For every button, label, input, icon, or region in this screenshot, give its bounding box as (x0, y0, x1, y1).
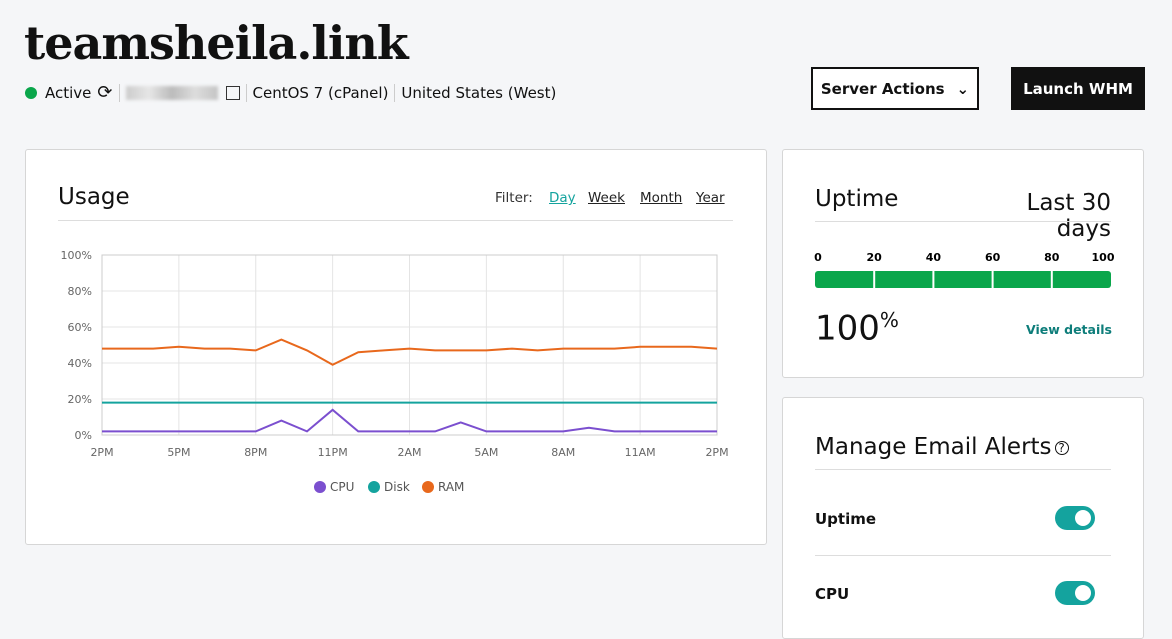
scale-label: 100 (1092, 251, 1115, 264)
y-tick-label: 60% (68, 321, 92, 334)
legend-swatch (314, 481, 326, 493)
alert-label: Uptime (815, 510, 877, 528)
ip-blurred (125, 85, 218, 100)
copy-icon[interactable] (225, 85, 240, 100)
filter-link[interactable]: Year (696, 190, 725, 206)
uptime-period: Last 30 days (1026, 190, 1112, 242)
x-tick-label: 8AM (551, 446, 575, 459)
legend-label: RAM (438, 480, 464, 494)
alerts-title: Manage Email Alerts? (815, 434, 1069, 460)
legend-label: CPU (330, 480, 354, 494)
toggle[interactable] (1055, 581, 1095, 605)
x-tick-label: 2PM (90, 446, 113, 459)
x-tick-label: 11PM (318, 446, 348, 459)
series-line (102, 338, 718, 366)
legend-swatch (422, 481, 434, 493)
filter-link[interactable]: Day (549, 190, 576, 206)
series-line (102, 408, 717, 433)
status-dot (25, 86, 37, 99)
filter-link[interactable]: Week (588, 190, 625, 206)
y-tick-label: 0% (75, 429, 92, 442)
os: CentOS 7 (cPanel) (252, 83, 389, 102)
uptime-title: Uptime (815, 186, 899, 212)
toggle-knob (1075, 510, 1091, 526)
y-tick-label: 100% (61, 249, 92, 262)
scale-label: 80 (1044, 251, 1060, 264)
launch-whm-button[interactable]: Launch WHM (1011, 67, 1145, 110)
status: Active (45, 83, 92, 102)
scale-label: 0 (814, 251, 822, 264)
server-title: teamsheila.link (24, 16, 409, 70)
help-icon[interactable]: ? (1054, 440, 1069, 455)
x-tick-label: 11AM (625, 446, 656, 459)
x-tick-label: 2PM (705, 446, 728, 459)
uptime-fill (815, 271, 1111, 288)
uptime-bar: 0 20 40 60 80 100 (814, 251, 1115, 288)
alert-label: CPU (815, 585, 850, 603)
scale-label: 60 (985, 251, 1001, 264)
legend-swatch (368, 481, 380, 493)
divider (815, 221, 1111, 222)
refresh-icon[interactable]: ⟳ (97, 82, 113, 103)
uptime-card (782, 149, 1144, 378)
x-tick-label: 5AM (474, 446, 498, 459)
y-tick-label: 80% (68, 285, 92, 298)
region: United States (West) (401, 83, 557, 102)
filter-link[interactable]: Month (640, 190, 683, 206)
uptime-unit: % (879, 308, 899, 332)
usage-chart: 2PM 5PM 8PM 11PM 2AM 5AM 8AM 11AM 2PM 0% 20% 40% 60%… (61, 249, 729, 494)
y-tick-label: 20% (68, 393, 92, 406)
page: teamsheila.link Active ⟳ CentOS 7 (cPane… (24, 16, 1145, 639)
y-tick-label: 40% (68, 357, 92, 370)
x-tick-label: 5PM (167, 446, 190, 459)
divider (58, 220, 733, 221)
toggle[interactable] (1055, 506, 1095, 530)
divider (815, 555, 1111, 556)
button-label: Server Actions (820, 79, 945, 98)
button-label: Launch WHM (1023, 79, 1133, 98)
server-actions-button[interactable]: Server Actions ⌄ (811, 67, 979, 110)
legend-label: Disk (384, 480, 410, 494)
uptime-value: 100% (815, 308, 899, 348)
x-tick-label: 2AM (397, 446, 421, 459)
view-details-link[interactable]: View details (1026, 322, 1112, 337)
plot-frame (101, 254, 718, 436)
divider (815, 469, 1111, 470)
uptime-number: 100 (815, 308, 880, 349)
scale-label: 40 (926, 251, 942, 264)
scale-label: 20 (867, 251, 883, 264)
x-tick-label: 8PM (244, 446, 267, 459)
server-info: Active ⟳ CentOS 7 (cPanel) United States… (25, 82, 556, 103)
usage-title: Usage (58, 184, 130, 210)
alerts-title-text: Manage Email Alerts (815, 434, 1052, 460)
toggle-knob (1075, 585, 1091, 601)
filter-label: Filter: (495, 190, 533, 206)
